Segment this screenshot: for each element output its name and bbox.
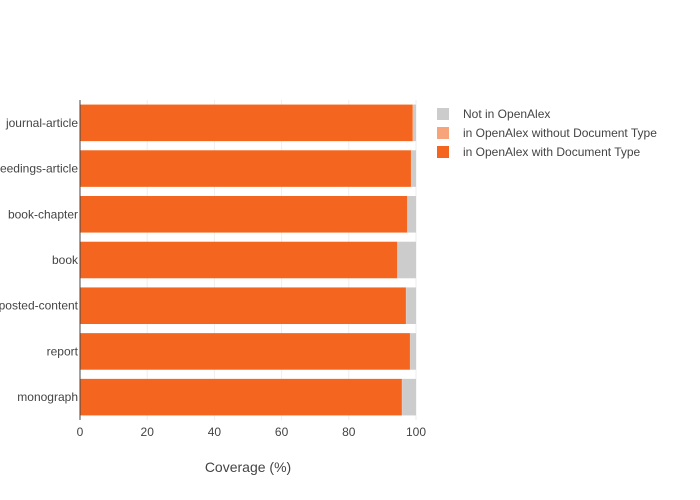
x-tick-label-40: 40 [208, 425, 222, 439]
x-tick-label-80: 80 [342, 425, 356, 439]
bars [80, 104, 416, 416]
bar-posted-content-series-0[interactable] [80, 287, 406, 324]
y-tick-labels: journal-article proceedings-article book-c… [0, 116, 79, 404]
bar-book-series-0[interactable] [80, 241, 398, 279]
y-tick-label-book: book [52, 253, 79, 267]
legend-item-2[interactable]: in OpenAlex with Document Type [437, 145, 641, 159]
bar-proceedings-article-series-2[interactable] [411, 150, 416, 187]
bar-report-series-0[interactable] [80, 333, 410, 370]
bar-proceedings-article-series-0[interactable] [80, 150, 411, 187]
x-tick-label-20: 20 [141, 425, 155, 439]
y-tick-label-report: report [47, 344, 79, 358]
legend-swatch [437, 146, 449, 158]
legend-label: Not in OpenAlex [463, 107, 550, 121]
bar-report-series-2[interactable] [410, 333, 416, 370]
bar-book-chapter-series-0[interactable] [80, 196, 408, 233]
x-axis-title: Coverage (%) [205, 459, 291, 475]
bar-journal-article-series-0[interactable] [80, 104, 413, 142]
legend-item-0[interactable]: Not in OpenAlex [437, 107, 550, 121]
bar-monograph-series-2[interactable] [402, 378, 416, 416]
legend-label: in OpenAlex without Document Type [463, 126, 657, 140]
bar-book-chapter-series-2[interactable] [407, 196, 416, 233]
legend-swatch [437, 127, 449, 139]
y-tick-label-book-chapter: book-chapter [8, 207, 78, 221]
x-tick-label-60: 60 [275, 425, 289, 439]
legend[interactable]: Not in OpenAlex in OpenAlex without Docum… [437, 107, 657, 159]
legend-swatch [437, 108, 449, 120]
x-tick-label-100: 100 [406, 425, 426, 439]
legend-label: in OpenAlex with Document Type [463, 145, 641, 159]
bar-monograph-series-0[interactable] [80, 378, 402, 416]
y-tick-label-proceedings-article: proceedings-article [0, 162, 78, 176]
y-tick-label-monograph: monograph [17, 390, 78, 404]
x-tick-label-0: 0 [77, 425, 84, 439]
bar-posted-content-series-2[interactable] [406, 287, 416, 324]
x-tick-labels: 0 20 40 60 80 100 [77, 425, 427, 439]
y-tick-label-posted-content: posted-content [0, 299, 79, 313]
y-tick-label-journal-article: journal-article [5, 116, 78, 130]
bar-book-series-2[interactable] [397, 241, 416, 279]
bar-journal-article-series-2[interactable] [412, 104, 416, 142]
legend-item-1[interactable]: in OpenAlex without Document Type [437, 126, 657, 140]
